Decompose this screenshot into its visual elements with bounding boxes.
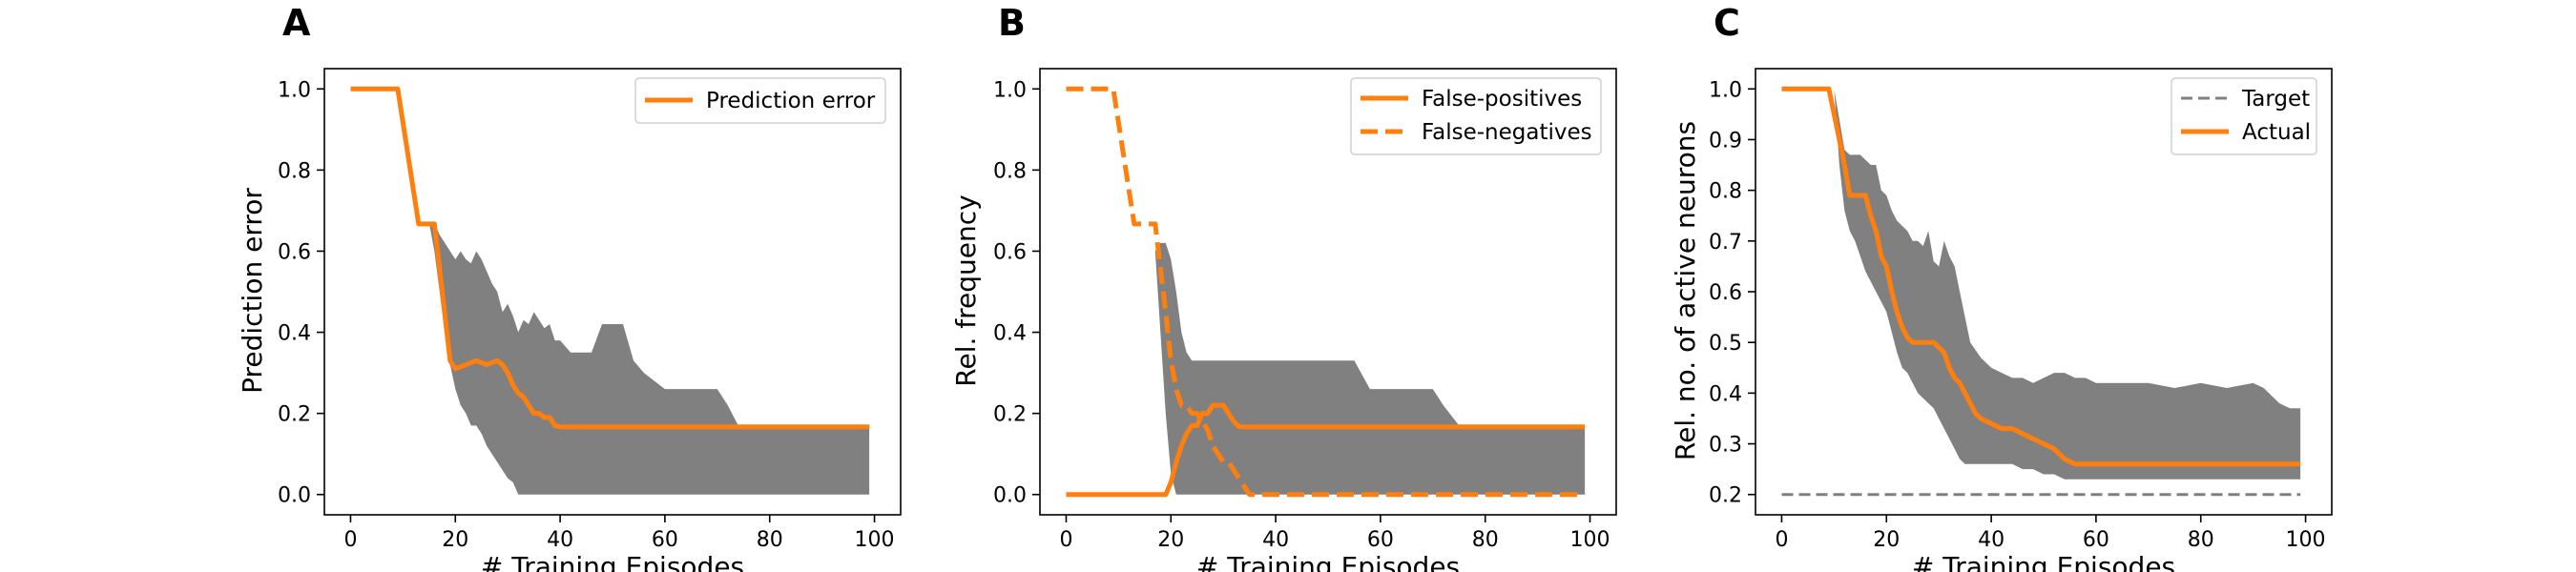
panel-c: C Rel. no. of active neurons # Training … (1670, 2, 2333, 572)
legend-label-prediction-error: Prediction error (706, 89, 876, 113)
y-tick-label: 1.0 (278, 78, 311, 102)
y-tick-label: 0.6 (278, 240, 311, 264)
x-tick-label: 60 (2083, 528, 2109, 552)
x-tick-label: 20 (1873, 528, 1900, 552)
x-tick-label: 100 (855, 528, 895, 552)
x-tick-label: 80 (2188, 528, 2214, 552)
panel-b: B Rel. frequency # Training Episodes 0 20… (950, 2, 1617, 572)
variability-band-c (1834, 89, 2301, 480)
y-tick-label: 0.0 (278, 484, 311, 508)
panel-letter-b: B (998, 2, 1026, 44)
x-tick-label: 0 (1775, 528, 1788, 552)
plot-a: 0 20 40 60 80 100 0.0 0.2 0.4 0.6 0.8 1.0 (278, 68, 902, 552)
y-axis-title-c: Rel. no. of active neurons (1670, 121, 1701, 460)
x-tick-label: 0 (343, 528, 357, 552)
x-tick-label: 40 (1978, 528, 2005, 552)
y-tick-label: 0.2 (1709, 484, 1742, 508)
y-axis-title-b: Rel. frequency (950, 194, 982, 386)
y-tick-label: 0.4 (993, 322, 1027, 346)
legend-frame-b (1350, 77, 1602, 155)
variability-band-a (428, 222, 870, 495)
series-line-prediction-error (350, 86, 870, 430)
x-tick-label: 40 (1262, 528, 1289, 552)
legend-a: Prediction error (634, 77, 886, 124)
y-tick-label: 0.4 (278, 322, 311, 346)
y-tick-label: 0.8 (1709, 180, 1742, 204)
legend-label-target: Target (2241, 87, 2310, 112)
x-tick-label: 80 (1472, 528, 1499, 552)
y-tick-label: 0.6 (1709, 281, 1742, 305)
panel-letter-c: C (1714, 2, 1740, 44)
plot-b: 0 20 40 60 80 100 0.0 0.2 0.4 0.6 0.8 1.0 (993, 68, 1617, 552)
y-tick-label: 0.9 (1709, 129, 1742, 153)
y-tick-label: 1.0 (1709, 78, 1742, 102)
x-axis-title-b: # Training Episodes (1196, 551, 1460, 572)
x-tick-label: 0 (1059, 528, 1072, 552)
x-tick-label: 100 (1570, 528, 1610, 552)
legend-label-false-positives: False-positives (1422, 87, 1582, 112)
x-tick-label: 100 (2286, 528, 2326, 552)
y-tick-label: 0.5 (1709, 332, 1742, 356)
y-tick-label: 1.0 (993, 78, 1027, 102)
x-tick-label: 20 (1157, 528, 1184, 552)
panel-a: A Prediction error # Training Episodes 0… (237, 2, 902, 572)
y-tick-label: 0.2 (993, 403, 1027, 427)
series-line-false-positives (1066, 402, 1586, 498)
y-tick-label: 0.0 (993, 484, 1027, 508)
panel-letter-a: A (282, 2, 311, 44)
x-tick-label: 60 (652, 528, 678, 552)
y-tick-label: 0.8 (993, 159, 1027, 183)
x-tick-label: 40 (547, 528, 573, 552)
legend-b: False-positives False-negatives (1350, 77, 1602, 155)
x-axis-title-c: # Training Episodes (1912, 551, 2175, 572)
axes-frame-a (323, 68, 902, 516)
legend-frame-a (634, 77, 886, 124)
x-axis-title-a: # Training Episodes (481, 551, 744, 572)
y-tick-label: 0.4 (1709, 382, 1742, 406)
x-tick-label: 60 (1367, 528, 1394, 552)
y-tick-label: 0.8 (278, 159, 311, 183)
x-tick-label: 80 (757, 528, 783, 552)
x-tick-label: 20 (442, 528, 468, 552)
axes-frame-b (1039, 68, 1617, 516)
variability-band-b (1154, 242, 1586, 495)
y-tick-label: 0.3 (1709, 434, 1742, 458)
legend-label-actual: Actual (2242, 120, 2311, 145)
series-line-false-negatives (1066, 86, 1586, 498)
legend-c: Target Actual (2171, 77, 2317, 155)
plot-c: 0 20 40 60 80 100 0.2 0.3 0.4 0.5 0.6 0.7 0.8 0.9 1.0 (1709, 68, 2333, 552)
y-tick-label: 0.7 (1709, 231, 1742, 255)
y-axis-title-a: Prediction error (237, 188, 268, 394)
y-tick-label: 0.6 (993, 240, 1027, 264)
legend-label-false-negatives: False-negatives (1422, 120, 1592, 145)
y-tick-label: 0.2 (278, 403, 311, 427)
series-line-actual (1781, 86, 2301, 467)
